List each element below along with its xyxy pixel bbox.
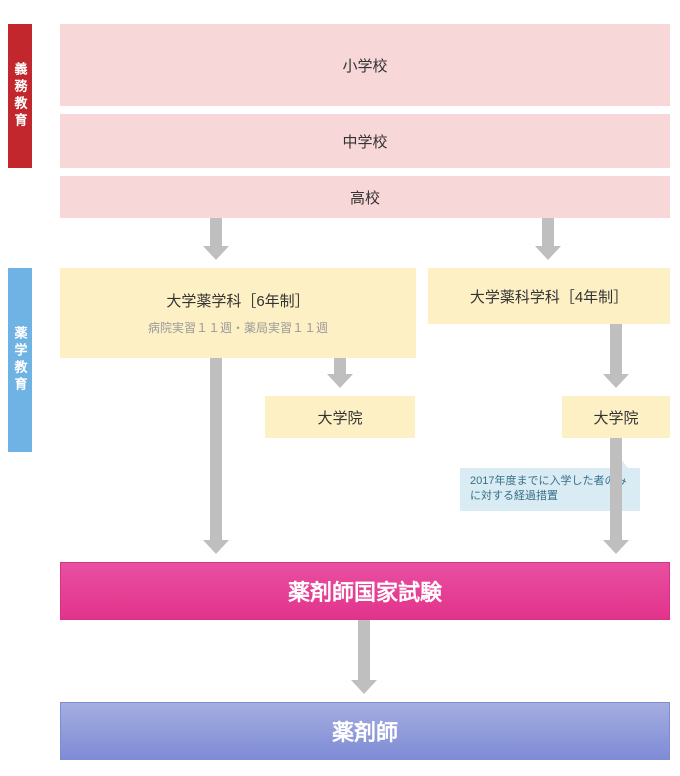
diagram-canvas: 義務教育 薬学教育 小学校 中学校 高校 大学薬学科［6年制］ 病院実習１１週・… — [0, 0, 680, 776]
arrows-layer — [0, 0, 680, 776]
